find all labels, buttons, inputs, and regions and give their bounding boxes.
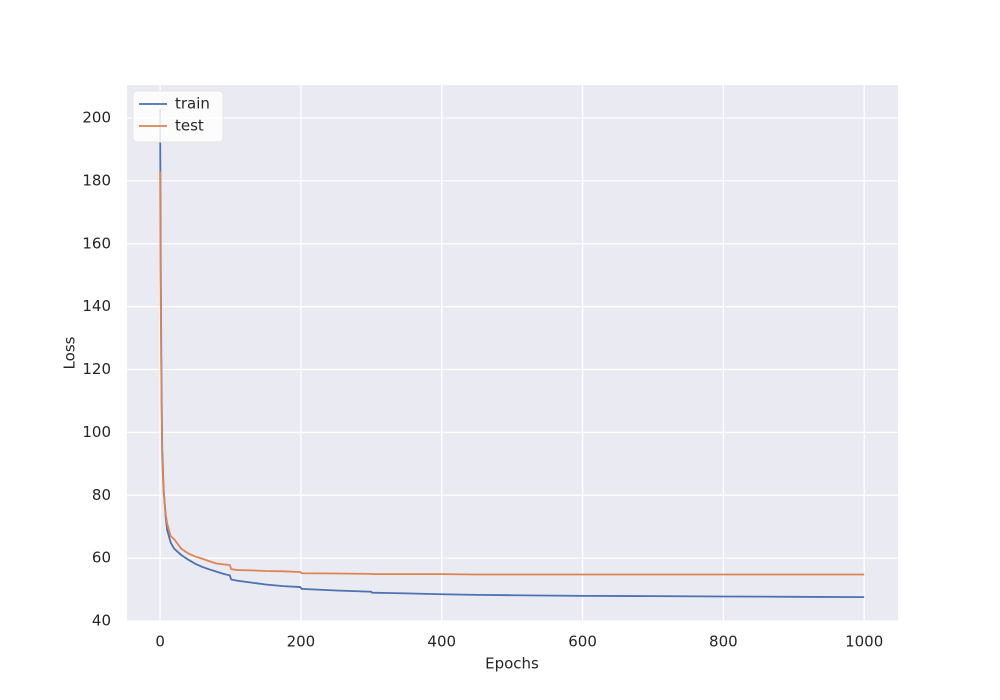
y-tick-label: 60	[92, 549, 111, 567]
y-tick-label: 40	[92, 612, 111, 630]
line-series	[159, 171, 865, 576]
y-axis-label: Loss	[61, 336, 79, 369]
legend-label: train	[175, 95, 210, 113]
plot-area	[127, 85, 898, 621]
x-tick-label: 800	[709, 633, 738, 651]
x-tick-label: 200	[287, 633, 316, 651]
x-axis-label: Epochs	[485, 655, 539, 673]
x-tick-label: 400	[427, 633, 456, 651]
y-tick-label: 180	[82, 171, 111, 189]
y-tick-label: 140	[82, 297, 111, 315]
y-tick-label: 200	[82, 109, 111, 127]
x-tick-label: 600	[568, 633, 597, 651]
y-tick-label: 160	[82, 234, 111, 252]
line-series	[159, 108, 865, 599]
y-tick-label: 80	[92, 486, 111, 504]
x-tick-label: 1000	[845, 633, 883, 651]
y-tick-label: 120	[82, 360, 111, 378]
x-tick-label: 0	[155, 633, 165, 651]
y-tick-label: 100	[82, 423, 111, 441]
legend-label: test	[175, 117, 204, 135]
